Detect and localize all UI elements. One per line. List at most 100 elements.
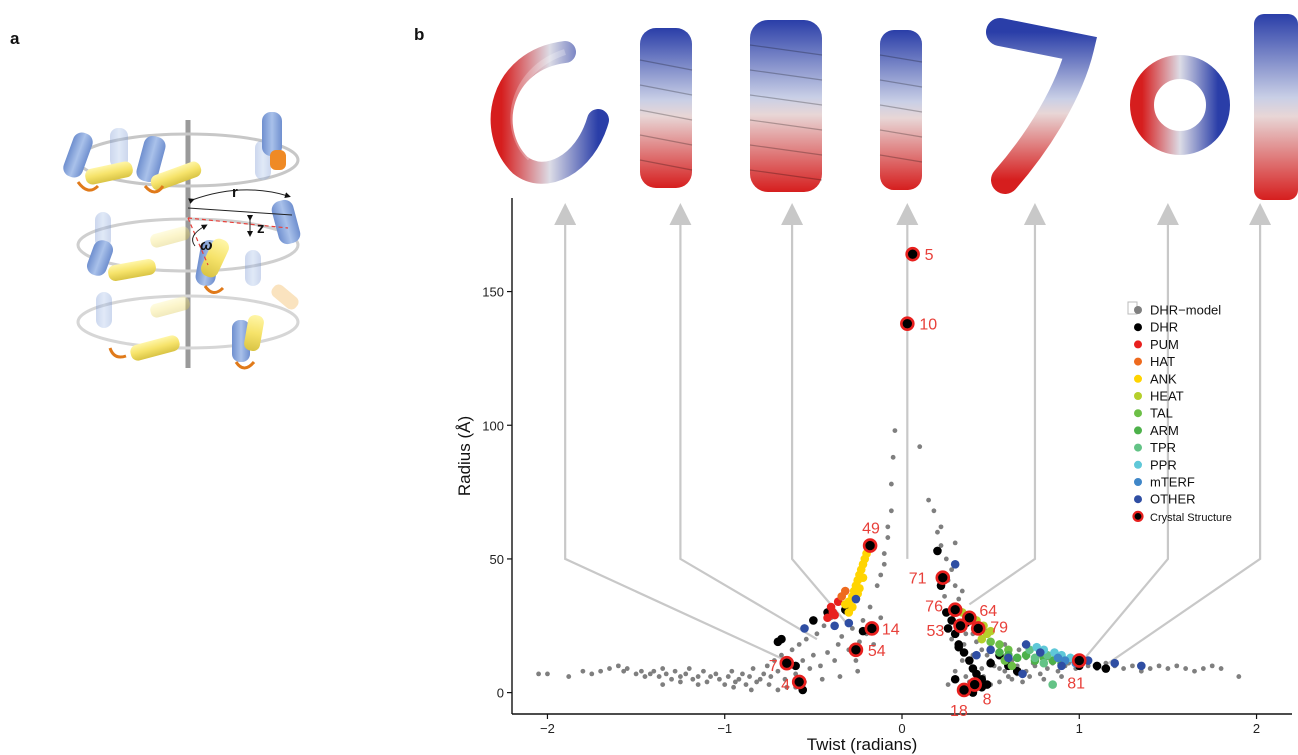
data-point-dhr-model: [672, 668, 678, 674]
r-label: r: [232, 184, 238, 201]
structure-thumbnail: [986, 18, 1097, 194]
crystal-structure-label: 18: [950, 703, 968, 720]
data-point-dhr-model: [1009, 676, 1015, 682]
helix-cylinder: [201, 238, 229, 278]
data-point-dhr-model: [722, 682, 728, 687]
data-point-dhr-model: [803, 636, 809, 642]
crystal-structure-point: [791, 674, 807, 690]
crystal-structure-point: [967, 677, 982, 692]
legend: DHR−model DHR PUM HAT ANK HEAT TAL ARM TPR PPR mTE…: [1127, 301, 1232, 524]
data-point-arm: [995, 648, 1004, 657]
data-point-dhr-model: [651, 668, 657, 674]
data-point-other: [1035, 648, 1045, 657]
scatter-plot: −2 −1 0 1 2 0 50 100 150 5 10 49 71 76 64 53 79 14 54 74 81…: [455, 198, 1292, 754]
data-point-dhr-model: [821, 623, 827, 629]
data-point-dhr-model: [740, 671, 745, 677]
data-point-pum: [826, 602, 836, 612]
data-point-dhr-model: [974, 639, 979, 645]
data-point-dhr-model: [633, 671, 639, 677]
data-point-other: [1057, 661, 1066, 671]
data-point-dhr-model: [855, 668, 861, 674]
data-point-dhr: [809, 616, 818, 625]
data-point-dhr: [986, 658, 995, 668]
crystal-structure-label: 54: [868, 643, 886, 660]
helix-cylinder: [130, 335, 180, 361]
legend-swatch: [1134, 392, 1142, 400]
data-point-dhr-model: [949, 567, 955, 573]
helix-cylinder: [63, 132, 93, 178]
helix-cylinder: [271, 199, 301, 245]
helix-cylinder: [270, 150, 286, 170]
helix-cylinder: [95, 212, 111, 248]
radius-line: [187, 207, 293, 216]
helix-cylinder: [150, 161, 202, 191]
data-point-dhr-model: [1103, 660, 1109, 666]
helix-cylinder: [86, 240, 114, 276]
data-point-dhr-model: [607, 666, 612, 671]
data-point-other: [800, 624, 809, 633]
data-point-tpr: [1048, 680, 1057, 689]
data-point-dhr: [943, 624, 953, 633]
crystal-structure-label: 76: [925, 599, 943, 616]
crystal-structure-label: 14: [882, 621, 900, 638]
data-point-dhr-model: [545, 671, 550, 677]
legend-swatch: [1132, 510, 1144, 523]
data-points: [536, 428, 1242, 697]
crystal-structure-point: [947, 602, 963, 618]
data-point-other: [1137, 661, 1146, 671]
data-point-dhr-model: [732, 679, 738, 685]
data-point-dhr-model: [713, 671, 719, 677]
x-axis-title: Twist (radians): [807, 735, 918, 754]
crystal-structure-label: 79: [990, 619, 1008, 636]
data-point-dhr-model: [1020, 679, 1025, 685]
structure-thumbnail: [879, 30, 923, 190]
data-point-dhr-model: [731, 684, 736, 690]
data-point-dhr-model: [956, 596, 962, 602]
legend-label: DHR−model: [1150, 303, 1221, 318]
data-point-dhr-model: [979, 666, 985, 671]
helix-cylinder: [150, 226, 190, 248]
data-point-dhr-model: [725, 674, 731, 679]
data-point-dhr-model: [997, 666, 1002, 671]
crystal-structure-label: 10: [919, 317, 937, 334]
data-point-dhr: [777, 634, 786, 644]
structure-thumbnail: [1254, 14, 1298, 200]
data-point-dhr-model: [1165, 666, 1171, 671]
data-point-dhr-model: [885, 535, 891, 540]
legend-swatch: [1134, 323, 1142, 332]
legend-swatch: [1134, 478, 1142, 486]
data-point-ank: [844, 608, 854, 617]
data-point-dhr-model: [624, 666, 630, 671]
y-tick-label: 100: [482, 418, 504, 433]
data-point-dhr: [1092, 661, 1102, 671]
crystal-structure-point: [864, 621, 880, 636]
data-point-dhr-model: [1236, 674, 1242, 679]
crystal-structure-label: 71: [909, 571, 927, 588]
data-point-ank: [858, 573, 868, 582]
data-point-dhr-model: [686, 666, 692, 671]
loop: [76, 181, 256, 370]
data-point-dhr-model: [1218, 666, 1224, 671]
data-point-arm: [1012, 653, 1022, 663]
data-point-other: [1021, 640, 1031, 649]
data-point-dhr-model: [881, 551, 887, 556]
data-point-dhr-model: [837, 674, 843, 679]
data-point-dhr-model: [890, 454, 896, 460]
crystal-structure-point: [848, 642, 864, 658]
crystal-structure-point: [779, 655, 795, 671]
data-point-dhr-model: [1174, 663, 1180, 669]
y-axis-title: Radius (Å): [455, 416, 474, 496]
data-point-dhr-model: [807, 666, 813, 671]
data-point-dhr-model: [678, 674, 683, 679]
data-point-dhr-model: [642, 674, 648, 679]
data-point-dhr-model: [938, 543, 944, 548]
data-point-dhr-model: [717, 676, 722, 682]
data-point-dhr-model: [935, 529, 940, 535]
helix-cylinder: [108, 259, 156, 281]
data-point-dhr-model: [881, 561, 887, 567]
data-point-tal: [986, 637, 995, 647]
data-point-dhr-model: [835, 642, 841, 647]
data-point-dhr-model: [888, 508, 894, 514]
legend-swatch: [1134, 443, 1142, 452]
data-point-dhr-model: [647, 671, 653, 677]
